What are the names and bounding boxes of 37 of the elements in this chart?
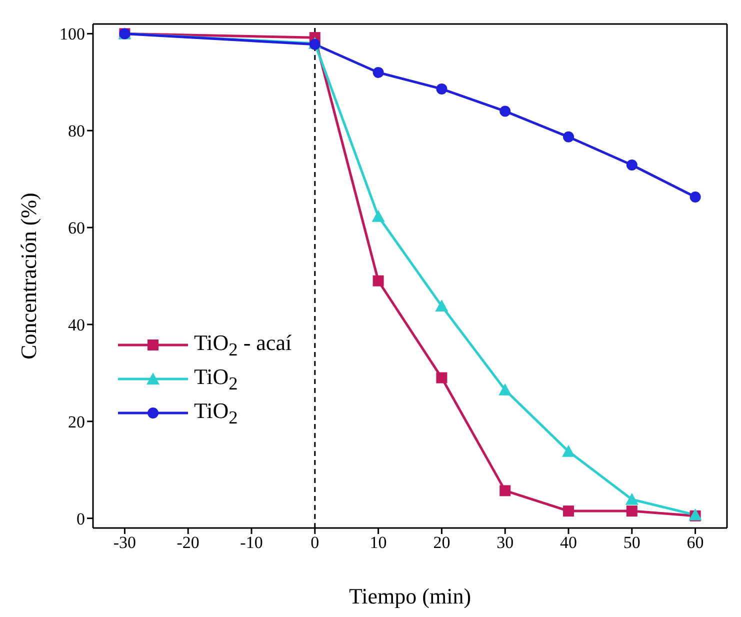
- x-tick-label: -20: [176, 533, 200, 552]
- point: [625, 492, 638, 505]
- x-tick-label: 20: [433, 533, 450, 552]
- point: [563, 131, 574, 142]
- point: [436, 372, 448, 384]
- y-tick-label: 100: [60, 24, 85, 44]
- point: [436, 83, 448, 94]
- legend-label: TiO$_{2}$ - acaí: [194, 330, 292, 360]
- legend-label: TiO$_{2}$: [194, 364, 238, 394]
- x-tick-label: 50: [623, 533, 640, 552]
- x-tick-label: 40: [560, 533, 577, 552]
- y-tick-label: 20: [68, 412, 85, 432]
- point: [372, 66, 384, 78]
- legend-label: TiO$_{2}$: [194, 398, 238, 428]
- y-tick-label: 0: [76, 509, 85, 528]
- x-tick-label: 10: [370, 533, 387, 552]
- point: [563, 506, 574, 517]
- point: [372, 210, 385, 222]
- point: [626, 160, 638, 171]
- point: [626, 506, 638, 517]
- y-axis-title: Concentración (%): [16, 192, 41, 360]
- point: [372, 275, 384, 286]
- y-tick-label: 60: [68, 218, 85, 238]
- point: [562, 444, 575, 457]
- y-tick-label: 80: [68, 122, 85, 141]
- x-tick-label: 0: [310, 533, 320, 552]
- point: [690, 192, 701, 203]
- y-tick-label: 40: [68, 315, 85, 334]
- point: [498, 383, 512, 396]
- point: [500, 106, 511, 117]
- point: [435, 300, 448, 312]
- point: [500, 485, 511, 496]
- x-tick-label: 60: [686, 533, 704, 552]
- x-axis-title: Tiempo (min): [348, 584, 472, 609]
- x-tick-label: 30: [496, 533, 514, 552]
- x-tick-label: -30: [113, 533, 136, 552]
- x-tick-label: -10: [240, 533, 263, 552]
